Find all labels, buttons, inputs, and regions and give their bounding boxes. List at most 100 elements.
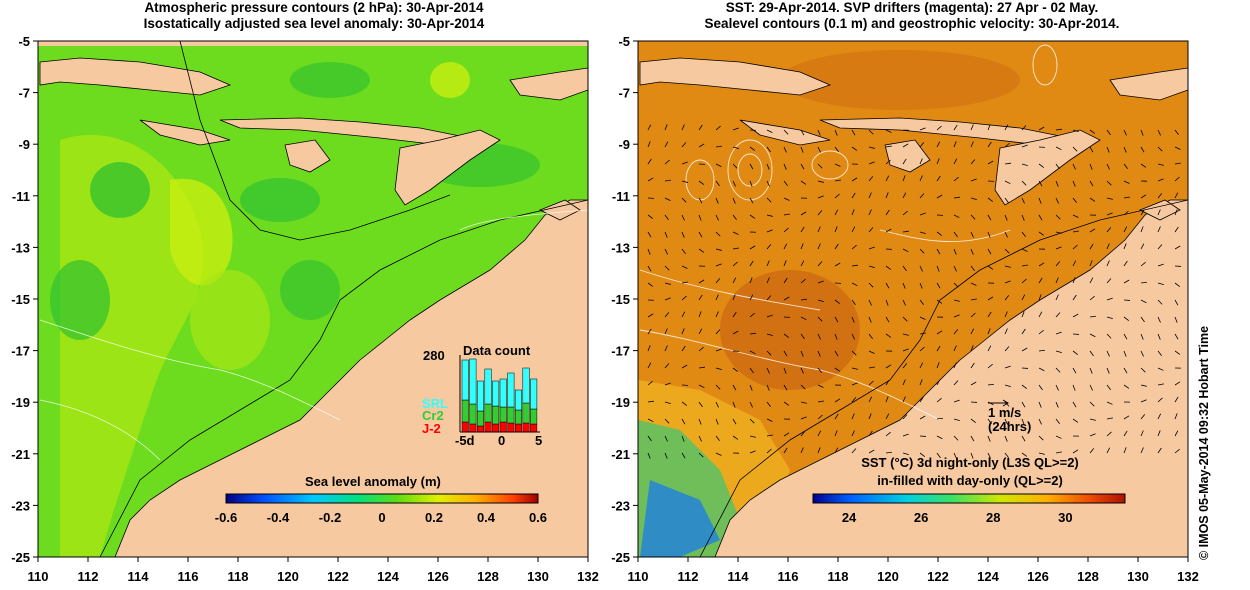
inset-label-cr2: Cr2: [422, 408, 444, 423]
lon-tick-label: 112: [678, 569, 699, 584]
inset-bar: [476, 380, 484, 412]
inset-bar: [492, 405, 500, 425]
sla-positive-band: [60, 134, 204, 557]
land-left: [38, 41, 588, 557]
inset-bar: [522, 367, 530, 404]
inset-label-srl: SRL: [422, 396, 448, 411]
colorbar-tick-label: 26: [914, 510, 928, 525]
right-panel-title: SST: 29-Apr-2014. SVP drifters (magenta)…: [638, 0, 1186, 32]
sla-colorbar-label: Sea level anomaly (m): [305, 474, 441, 489]
geostrophic-velocity-vectors: [647, 124, 1182, 459]
lat-tick-label: -21: [11, 447, 30, 462]
right-map: [638, 41, 1188, 557]
lon-tick-label: 126: [427, 569, 449, 584]
inset-bar: [530, 423, 538, 433]
lon-tick-label: 114: [728, 569, 750, 584]
lon-tick-label: 132: [1177, 569, 1199, 584]
inset-bar: [461, 399, 469, 423]
inset-bar: [476, 410, 484, 427]
inset-bar: [499, 378, 507, 408]
sla-negative-blob: [280, 260, 340, 320]
lat-tick-label: -11: [12, 189, 30, 204]
lat-tick-label: -13: [11, 240, 30, 255]
right-title-line2: Sealevel contours (0.1 m) and geostrophi…: [704, 16, 1120, 31]
sla-negative-blob: [50, 260, 110, 340]
inset-bar: [522, 422, 530, 433]
inset-bar: [514, 409, 522, 425]
inset-bar: [507, 422, 515, 433]
lat-tick-label: -17: [11, 344, 30, 359]
vector-scale: 1 m/s (24hrs): [988, 399, 1031, 434]
inset-bar: [507, 406, 515, 424]
lat-tick-label: -25: [11, 550, 30, 565]
colorbar-tick-label: 24: [842, 510, 857, 525]
inset-bar: [507, 372, 515, 408]
lon-tick-label: 122: [927, 569, 949, 584]
lat-tick-label: -11: [612, 189, 630, 204]
sst-colorbar-label2: in-filled with day-only (QL>=2): [877, 473, 1063, 488]
lon-tick-label: 120: [277, 569, 299, 584]
lon-tick-label: 126: [1027, 569, 1049, 584]
colorbar-tick-label: 0: [378, 510, 385, 525]
sst-coldest-patch: [640, 480, 720, 557]
sla-negative-blob: [240, 178, 320, 222]
sst-colorbar-ticks: 24 26 28 30: [842, 510, 1073, 525]
right-title-line1: SST: 29-Apr-2014. SVP drifters (magenta)…: [725, 0, 1099, 15]
sla-positive-blob: [190, 270, 270, 370]
lon-tick-label: 130: [527, 569, 549, 584]
inset-label-j2: J-2: [422, 421, 441, 436]
colorbar-tick-label: 0.6: [529, 510, 547, 525]
inset-bar: [499, 421, 507, 433]
lon-tick-label: 128: [477, 569, 499, 584]
lon-tick-label: 124: [977, 569, 999, 584]
inset-bar: [522, 402, 530, 424]
inset-bar: [484, 421, 492, 433]
lon-tick-label: 114: [128, 569, 150, 584]
lon-tick-label: 116: [778, 569, 799, 584]
inset-bar: [469, 423, 477, 433]
vector-scale-note: (24hrs): [988, 419, 1031, 434]
pressure-contours: [99, 41, 588, 557]
sla-negative-blob: [90, 162, 150, 218]
sla-colorbar-ticks: -0.6 -0.4 -0.2 0 0.2 0.4 0.6: [215, 510, 547, 525]
lon-tick-label: 116: [178, 569, 199, 584]
sst-colorbar-label1: SST (°C) 3d night-only (L3S QL>=2): [861, 455, 1079, 470]
lat-tick-label: -9: [18, 137, 30, 152]
white-contours: [39, 209, 588, 461]
inset-bar: [461, 359, 469, 401]
lon-tick-label: 110: [28, 569, 49, 584]
inset-ymax-label: 280: [423, 348, 445, 363]
axis-labels: 110 112 114 116 118 120 122 124 126 128 130 132 -5 -7…: [11, 34, 1199, 584]
lat-tick-label: -7: [618, 86, 630, 101]
lon-tick-label: 112: [78, 569, 99, 584]
lon-tick-label: 124: [377, 569, 399, 584]
sla-colorbar: Sea level anomaly (m) -0.6 -0.4 -0.2 0 0.2 0.…: [215, 474, 547, 525]
sst-warm-patch: [780, 50, 1020, 110]
sla-negative-blob: [290, 62, 370, 98]
inset-bar: [514, 423, 522, 433]
inset-bar: [484, 368, 492, 405]
colorbar-tick-label: -0.6: [215, 510, 237, 525]
colorbar-tick-label: -0.4: [267, 510, 290, 525]
lat-tick-label: -23: [611, 498, 630, 513]
inset-xtick: -5d: [455, 433, 475, 448]
colorbar-tick-label: 30: [1058, 510, 1072, 525]
lon-tick-label: 120: [877, 569, 899, 584]
inset-bars: [461, 358, 538, 433]
inset-xtick: 0: [498, 433, 505, 448]
colorbar-tick-label: -0.2: [319, 510, 341, 525]
left-map: [38, 41, 588, 557]
lon-tick-label: 118: [228, 569, 249, 584]
vector-scale-label: 1 m/s: [988, 405, 1021, 420]
left-title-line2: Isostatically adjusted sea level anomaly…: [143, 16, 485, 31]
inset-bar: [476, 425, 484, 433]
lat-tick-label: -23: [11, 498, 30, 513]
inset-title: Data count: [463, 343, 531, 358]
inset-bar: [499, 406, 507, 423]
lat-tick-label: -9: [618, 137, 630, 152]
lat-tick-label: -15: [11, 292, 30, 307]
inset-bar: [469, 358, 477, 405]
lon-tick-label: 122: [327, 569, 349, 584]
inset-bar: [469, 403, 477, 425]
